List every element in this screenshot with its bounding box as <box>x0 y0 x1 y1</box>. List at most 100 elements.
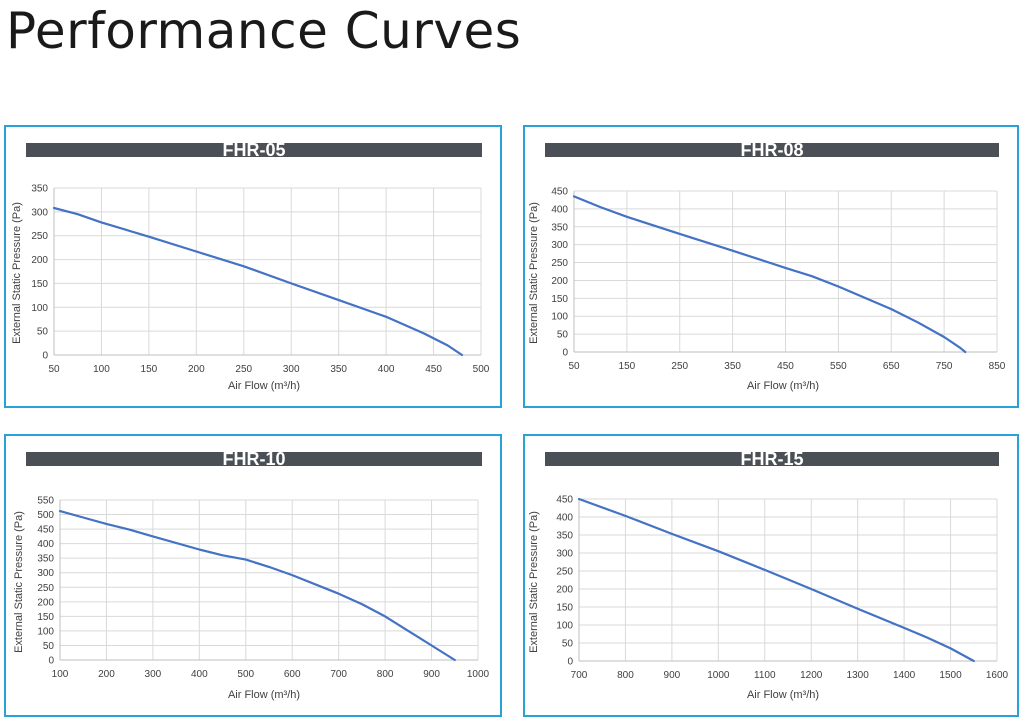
chart-2-xtick-label: 400 <box>191 669 208 680</box>
chart-3-ytick-label: 250 <box>556 567 573 578</box>
chart-1-ytick-label: 50 <box>557 330 569 341</box>
chart-0-ytick-label: 50 <box>37 327 49 338</box>
chart-2-ytick-label: 550 <box>37 496 54 507</box>
chart-1-ytick-label: 400 <box>551 204 568 215</box>
chart-3-xtick-label: 700 <box>571 670 588 681</box>
chart-0-ytick-label: 300 <box>31 207 48 218</box>
chart-2-xtick-label: 300 <box>145 669 162 680</box>
chart-1-xtick-label: 550 <box>830 361 847 372</box>
chart-0-ytick-label: 100 <box>31 303 48 314</box>
chart-3-ytick-label: 100 <box>556 621 573 632</box>
chart-3-title: FHR-15 <box>740 449 803 469</box>
chart-1-ytick-label: 300 <box>551 240 568 251</box>
chart-1-xtick-label: 50 <box>568 361 580 372</box>
chart-0-ytick-label: 150 <box>31 279 48 290</box>
chart-panel-fhr-10: FHR-10 0 50 100 150 200 250 300 350 400 450 500 550 1… <box>4 434 502 717</box>
chart-3-ytick-label: 150 <box>556 603 573 614</box>
chart-3-xtick-label: 900 <box>664 670 681 681</box>
chart-3-ytick-label: 350 <box>556 531 573 542</box>
chart-3-ytick-label: 300 <box>556 549 573 560</box>
chart-1-xtick-label: 650 <box>883 361 900 372</box>
chart-1-xtick-label: 750 <box>936 361 953 372</box>
chart-panel-fhr-05: FHR-05 0 50 100 150 200 250 300 350 50 100 150 200 25… <box>4 125 502 408</box>
chart-0-ytick-label: 250 <box>31 231 48 242</box>
chart-3-xtick-label: 1600 <box>986 670 1009 681</box>
chart-1-ytick-label: 350 <box>551 222 568 233</box>
chart-2-ytick-label: 400 <box>37 539 54 550</box>
chart-1-xtick-label: 850 <box>989 361 1006 372</box>
chart-0-ytick-label: 350 <box>31 184 48 195</box>
chart-1-xlabel: Air Flow (m³/h) <box>747 380 819 392</box>
chart-0-header-bar <box>26 143 482 157</box>
page-title: Performance Curves <box>6 2 522 60</box>
chart-2-xtick-label: 1000 <box>467 669 490 680</box>
chart-1-xtick-label: 150 <box>619 361 636 372</box>
chart-0-title: FHR-05 <box>222 140 285 160</box>
chart-0-xlabel: Air Flow (m³/h) <box>228 380 300 392</box>
chart-3-ytick-label: 50 <box>562 639 574 650</box>
chart-0-xtick-label: 250 <box>235 364 252 375</box>
chart-1-ytick-label: 200 <box>551 276 568 287</box>
chart-2-ytick-label: 450 <box>37 525 54 536</box>
chart-0-xtick-label: 350 <box>330 364 347 375</box>
chart-1-xtick-label: 350 <box>724 361 741 372</box>
chart-2-ytick-label: 200 <box>37 597 54 608</box>
chart-2-xlabel: Air Flow (m³/h) <box>228 689 300 701</box>
chart-3-ytick-label: 400 <box>556 513 573 524</box>
chart-1-ytick-label: 150 <box>551 294 568 305</box>
chart-1-series-0-line <box>572 195 967 354</box>
chart-2-ytick-label: 100 <box>37 626 54 637</box>
chart-1-xtick-label: 250 <box>671 361 688 372</box>
chart-2-xtick-label: 900 <box>423 669 440 680</box>
chart-panel-fhr-08: FHR-08 0 50 100 150 200 250 300 350 400 450 50 150 25… <box>523 125 1019 408</box>
chart-3-xlabel: Air Flow (m³/h) <box>747 689 819 701</box>
chart-fhr-10: FHR-10 0 50 100 150 200 250 300 350 400 450 500 550 1… <box>13 449 490 701</box>
chart-3-ytick-label: 0 <box>567 657 573 668</box>
chart-3-xtick-label: 1100 <box>754 670 776 681</box>
chart-3-ylabel: External Static Pressure (Pa) <box>528 511 540 653</box>
chart-2-series-0-line <box>58 510 456 662</box>
chart-3-ytick-label: 200 <box>556 585 573 596</box>
chart-1-xtick-label: 450 <box>777 361 794 372</box>
chart-2-xtick-label: 600 <box>284 669 301 680</box>
chart-1-header-bar <box>545 143 999 157</box>
chart-0-xtick-label: 500 <box>473 364 490 375</box>
chart-0-xtick-label: 300 <box>283 364 300 375</box>
chart-3-header-bar <box>545 452 999 466</box>
chart-0-xtick-label: 50 <box>48 364 60 375</box>
chart-3-xtick-label: 1200 <box>800 670 823 681</box>
chart-2-header-bar <box>26 452 482 466</box>
chart-2-xtick-label: 800 <box>377 669 394 680</box>
chart-0-series-0-line <box>52 206 464 357</box>
chart-1-ylabel: External Static Pressure (Pa) <box>528 202 540 344</box>
chart-3-xtick-label: 1000 <box>707 670 730 681</box>
chart-0-xtick-label: 100 <box>93 364 110 375</box>
chart-3-ytick-label: 450 <box>556 495 573 506</box>
chart-2-ytick-label: 300 <box>37 568 54 579</box>
chart-1-ytick-label: 250 <box>551 258 568 269</box>
chart-2-xtick-label: 100 <box>52 669 69 680</box>
chart-2-xtick-label: 700 <box>330 669 347 680</box>
chart-2-xtick-label: 500 <box>237 669 254 680</box>
chart-3-xtick-label: 1400 <box>893 670 916 681</box>
chart-3-xtick-label: 1300 <box>847 670 870 681</box>
chart-1-title: FHR-08 <box>740 140 803 160</box>
chart-0-ytick-label: 200 <box>31 255 48 266</box>
chart-0-xtick-label: 200 <box>188 364 205 375</box>
chart-2-ytick-label: 250 <box>37 583 54 594</box>
chart-0-xtick-label: 150 <box>141 364 158 375</box>
chart-2-ytick-label: 150 <box>37 612 54 623</box>
chart-1-ytick-label: 0 <box>562 348 568 359</box>
chart-2-title: FHR-10 <box>222 449 285 469</box>
chart-0-xtick-label: 400 <box>378 364 395 375</box>
chart-2-ytick-label: 0 <box>48 656 54 667</box>
chart-3-xtick-label: 800 <box>617 670 634 681</box>
chart-panel-fhr-15: FHR-15 0 50 100 150 200 250 300 350 400 450 700 800 9… <box>523 434 1019 717</box>
chart-2-ylabel: External Static Pressure (Pa) <box>13 511 25 653</box>
chart-0-ylabel: External Static Pressure (Pa) <box>11 202 23 344</box>
chart-0-xtick-label: 450 <box>425 364 442 375</box>
chart-2-ytick-label: 50 <box>43 641 55 652</box>
chart-1-ytick-label: 100 <box>551 312 568 323</box>
chart-3-series-0-line <box>577 497 975 663</box>
